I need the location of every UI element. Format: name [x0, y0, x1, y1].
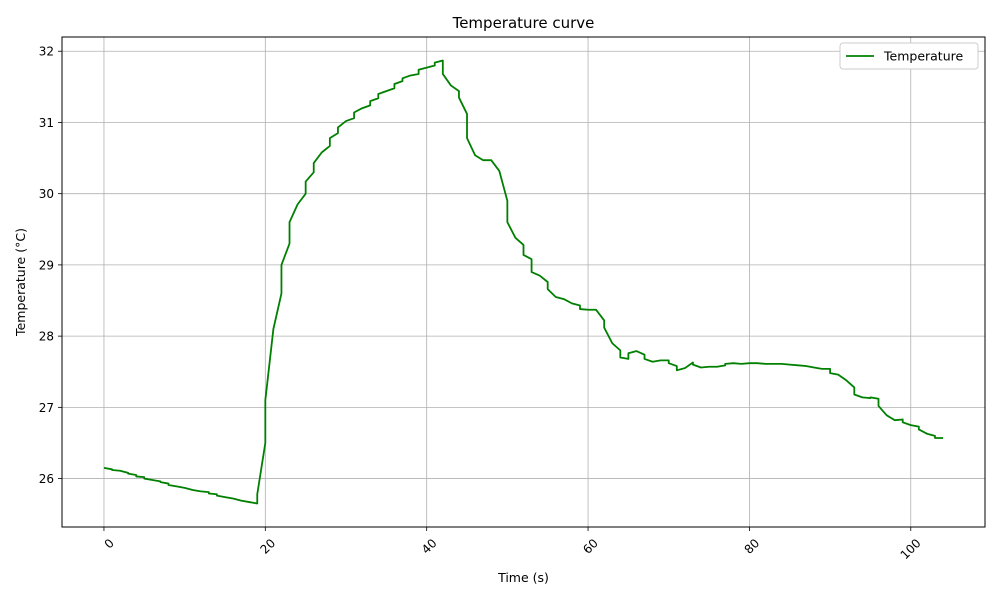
y-tick-label: 31 [39, 116, 54, 130]
y-axis-label: Temperature (°C) [13, 228, 28, 337]
y-tick-label: 28 [39, 330, 54, 344]
x-axis-label: Time (s) [497, 570, 549, 585]
chart-title: Temperature curve [452, 14, 595, 32]
plot-area [103, 59, 944, 505]
y-tick-label: 27 [39, 401, 54, 415]
legend: Temperature [839, 42, 979, 70]
legend-box [839, 42, 979, 70]
plot-frame [61, 36, 986, 528]
grid-lines [62, 37, 985, 527]
y-tick-label: 29 [39, 258, 54, 272]
legend-label: Temperature [883, 49, 963, 64]
y-tick-label: 30 [39, 187, 54, 201]
y-tick-label: 32 [39, 45, 54, 59]
temperature-series-line [103, 59, 944, 505]
y-tick-label: 26 [39, 472, 54, 486]
